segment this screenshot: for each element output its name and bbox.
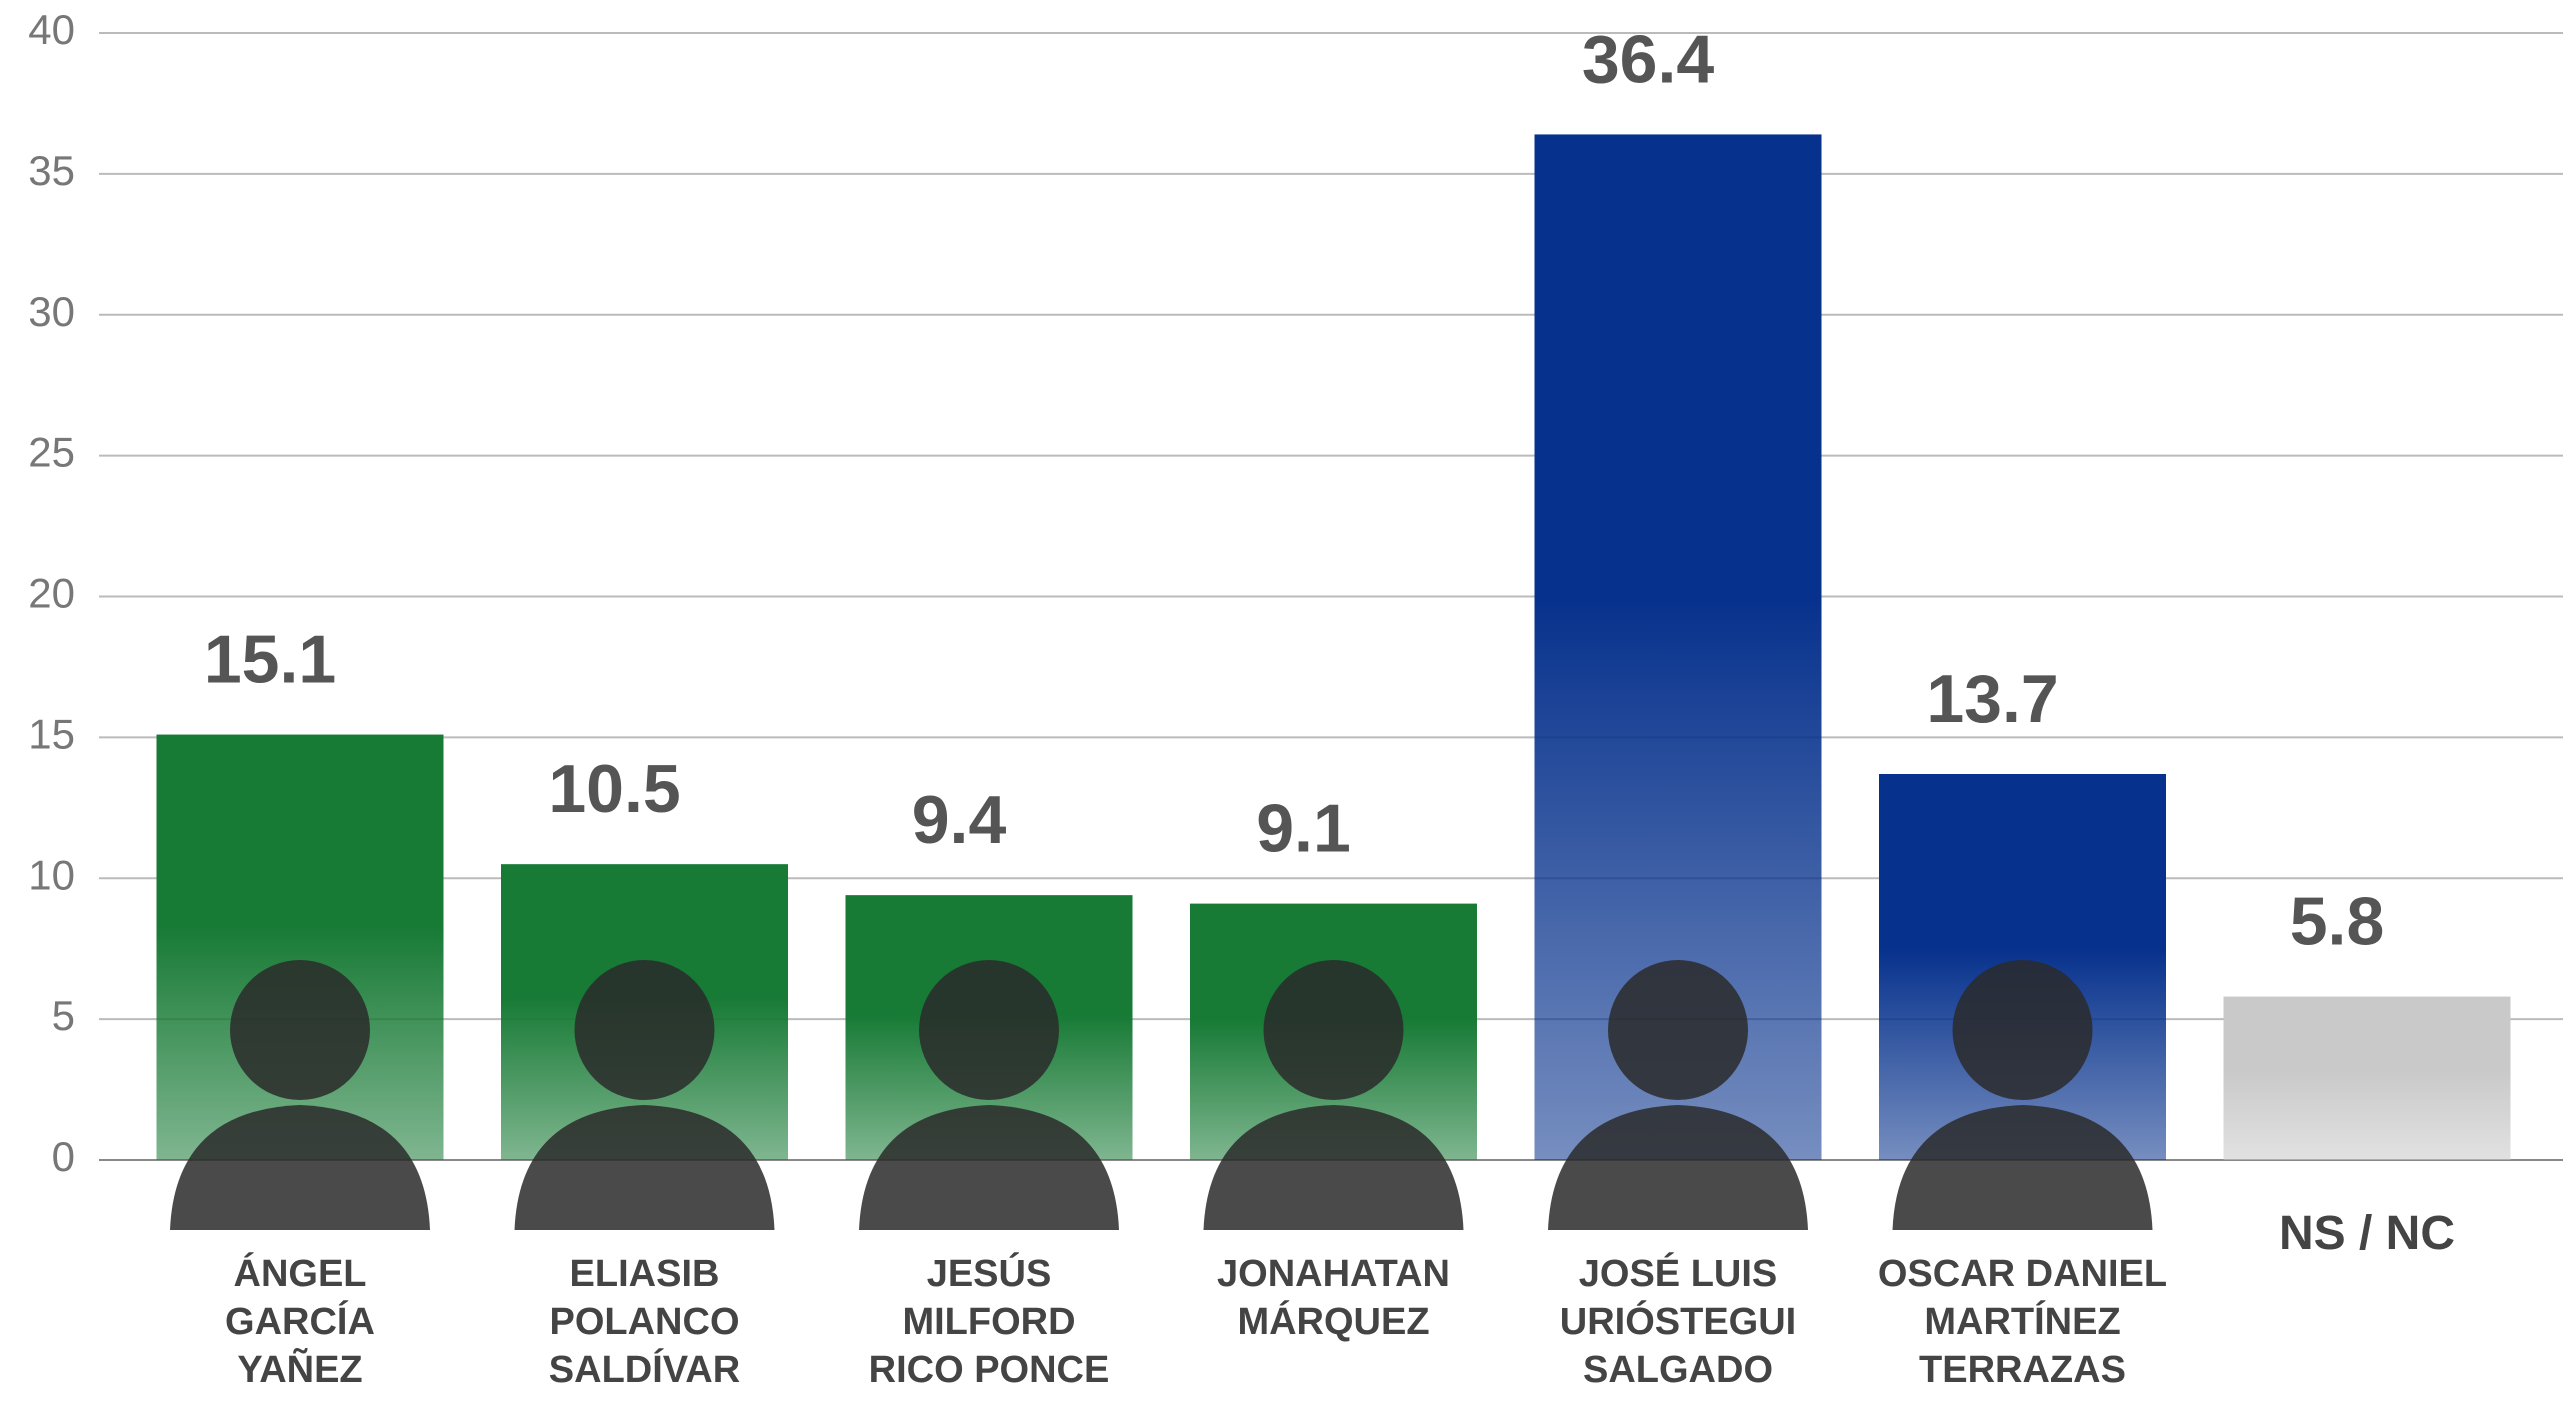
x-tick-label: OSCAR DANIEL MARTÍNEZ TERRAZAS (1813, 1250, 2233, 1394)
value-label: 9.4 (912, 782, 1007, 858)
value-label: 5.8 (2290, 884, 2385, 960)
photo-head (575, 960, 715, 1100)
value-label: 13.7 (1926, 661, 2058, 737)
bar (2224, 997, 2511, 1160)
chart-container: 0 5 10 15 20 25 30 35 40 15.1 10.5 9.4 9.1 36.4 13.7 5.… (0, 0, 2574, 1405)
y-tick-label: 30 (28, 288, 75, 335)
y-tick-label: 35 (28, 147, 75, 194)
value-label: 10.5 (548, 751, 680, 827)
photo-head (1953, 960, 2093, 1100)
y-tick-label: 15 (28, 710, 75, 757)
y-tick-label: 10 (28, 851, 75, 898)
photo-head (1608, 960, 1748, 1100)
photo-head (230, 960, 370, 1100)
photo-head (919, 960, 1059, 1100)
y-tick-label: 40 (28, 6, 75, 53)
x-tick-label: NS / NC (2157, 1210, 2574, 1258)
value-label: 15.1 (204, 622, 336, 698)
value-label: 36.4 (1582, 21, 1715, 97)
value-label: 9.1 (1256, 791, 1351, 867)
chart: 0 5 10 15 20 25 30 35 40 15.1 10.5 9.4 9.1 36.4 13.7 5.… (0, 0, 2574, 1405)
y-tick-label: 5 (52, 992, 75, 1039)
y-tick-label: 25 (28, 429, 75, 476)
photo-head (1264, 960, 1404, 1100)
y-tick-label: 0 (52, 1133, 75, 1180)
y-tick-label: 20 (28, 570, 75, 617)
